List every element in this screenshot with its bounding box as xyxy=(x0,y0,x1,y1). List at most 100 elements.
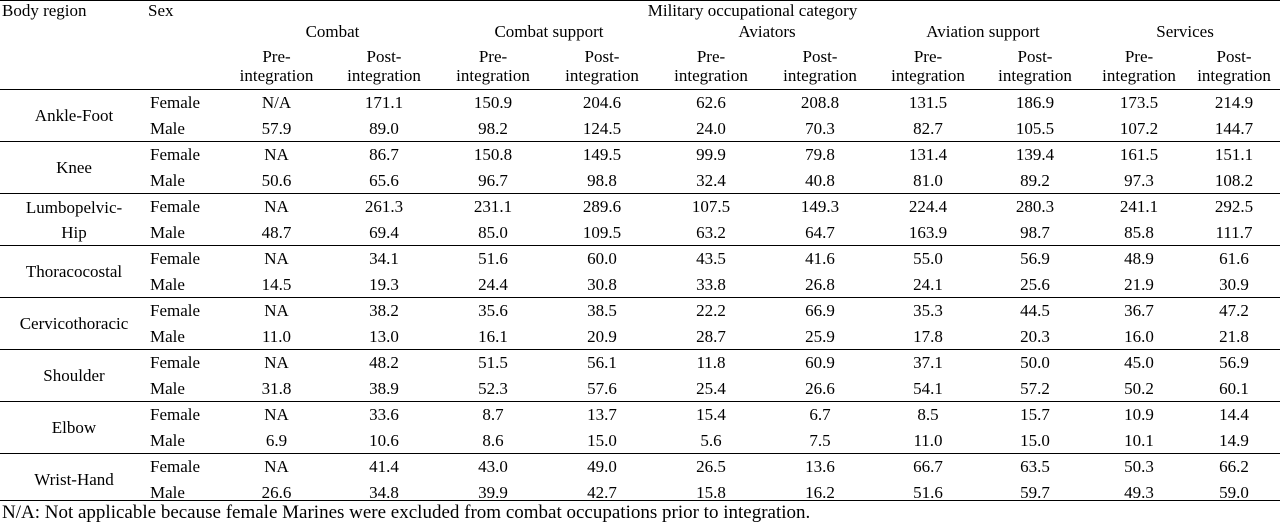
value-cell: 139.4 xyxy=(980,141,1090,168)
category-header: Military occupational category xyxy=(225,0,1280,25)
group-header: Aviators xyxy=(738,22,796,41)
value-cell: 48.7 xyxy=(261,222,292,242)
value-cell: 131.5 xyxy=(908,93,948,112)
table-row: Male 31.8 38.9 52.3 57.6 25.4 26.6 54.1 57.2 50.2… xyxy=(0,376,1280,402)
value-cell: 11.0 xyxy=(261,326,292,346)
value-cell: 109.5 xyxy=(582,222,622,242)
value-cell: 57.6 xyxy=(587,378,617,398)
value-cell: 5.6 xyxy=(700,430,722,450)
sex-cell: Female xyxy=(148,141,225,168)
value-cell: 150.8 xyxy=(440,141,546,168)
header-text: integration xyxy=(1102,66,1176,85)
value-cell: 47.2 xyxy=(1188,297,1280,324)
sex-cell: Female xyxy=(148,453,225,480)
value-cell: 40.8 xyxy=(805,170,835,190)
value-cell: 89.2 xyxy=(1020,170,1050,190)
value-cell: 107.2 xyxy=(1119,118,1159,138)
value-cell: 241.1 xyxy=(1090,193,1188,220)
value-cell: 35.6 xyxy=(440,297,546,324)
value-cell: 89.0 xyxy=(369,118,399,138)
header-text: integration xyxy=(1197,66,1271,85)
table-row: Male 14.5 19.3 24.4 30.8 33.8 26.8 24.1 25.6 21.9… xyxy=(0,272,1280,298)
value-cell: 124.5 xyxy=(582,118,622,138)
sex-cell: Male xyxy=(150,170,185,190)
value-cell: 15.8 xyxy=(696,482,726,502)
value-cell: 43.5 xyxy=(658,245,764,272)
value-cell: 56.1 xyxy=(546,349,658,376)
value-cell: 56.9 xyxy=(1188,349,1280,376)
value-cell: NA xyxy=(225,141,328,168)
value-cell: 15.7 xyxy=(980,401,1090,428)
value-cell: 39.9 xyxy=(478,482,508,502)
table-row: Lumbopelvic-Hip Female NA 261.3 231.1 289.6 10… xyxy=(0,193,1280,246)
value-cell: 107.5 xyxy=(658,193,764,220)
value-cell: 98.2 xyxy=(478,118,508,138)
value-cell: 96.7 xyxy=(478,170,508,190)
value-cell: 50.6 xyxy=(261,170,292,190)
value-cell: 208.8 xyxy=(800,93,840,112)
sex-cell: Male xyxy=(150,430,185,450)
value-cell: 41.4 xyxy=(328,453,440,480)
value-cell: 30.8 xyxy=(587,274,617,294)
value-cell: 25.4 xyxy=(696,378,726,398)
value-cell: 62.6 xyxy=(696,93,726,112)
value-cell: 14.5 xyxy=(261,274,292,294)
table-row: Male 26.6 34.8 39.9 42.7 15.8 16.2 51.6 59.7 49.3… xyxy=(0,480,1280,506)
value-cell: 24.0 xyxy=(696,118,726,138)
value-cell: 20.9 xyxy=(587,326,617,346)
value-cell: 31.8 xyxy=(261,378,292,398)
value-cell: 261.3 xyxy=(328,193,440,220)
value-cell: 42.7 xyxy=(587,482,617,502)
spacer xyxy=(148,47,225,90)
value-cell: 85.0 xyxy=(478,222,508,242)
value-cell: 231.1 xyxy=(440,193,546,220)
body-region-cell: Elbow xyxy=(0,401,148,454)
value-cell: 15.4 xyxy=(658,401,764,428)
sex-cell: Male xyxy=(150,118,185,138)
value-cell: 59.0 xyxy=(1219,482,1249,502)
header-text: integration xyxy=(998,66,1072,85)
table-row: Male 11.0 13.0 16.1 20.9 28.7 25.9 17.8 20.3 16.0… xyxy=(0,324,1280,350)
value-cell: 6.7 xyxy=(764,401,876,428)
table-row: Male 50.6 65.6 96.7 98.8 32.4 40.8 81.0 89.2 97.3… xyxy=(0,168,1280,194)
value-cell: N/A xyxy=(261,93,292,112)
value-cell: 35.3 xyxy=(876,297,980,324)
sex-cell: Female xyxy=(148,297,225,324)
value-cell: NA xyxy=(225,349,328,376)
body-region-cell: Thoracocostal xyxy=(0,245,148,298)
group-header: Combat support xyxy=(494,22,604,41)
value-cell: 59.7 xyxy=(1020,482,1050,502)
value-cell: 25.9 xyxy=(805,326,835,346)
sex-cell: Male xyxy=(150,222,185,242)
value-cell: 10.6 xyxy=(369,430,399,450)
value-cell: 81.0 xyxy=(913,170,943,190)
value-cell: 66.2 xyxy=(1188,453,1280,480)
header-text: Pre- xyxy=(696,47,726,66)
table-row: Knee Female NA 86.7 150.8 149.5 99.9 79.8 131.4 1… xyxy=(0,141,1280,194)
value-cell: 108.2 xyxy=(1214,170,1254,190)
header-text: Pre- xyxy=(262,47,291,66)
value-cell: NA xyxy=(225,401,328,428)
value-cell: 50.0 xyxy=(980,349,1090,376)
header-text: integration xyxy=(783,66,857,85)
value-cell: 16.2 xyxy=(805,482,835,502)
value-cell: 57.2 xyxy=(1020,378,1050,398)
value-cell: 66.7 xyxy=(876,453,980,480)
value-cell: 33.8 xyxy=(696,274,726,294)
table-row: Ankle-Foot Female N/A 171.1 150.9 204.6 62.6 20… xyxy=(0,90,1280,125)
value-cell: 45.0 xyxy=(1090,349,1188,376)
value-cell: 48.2 xyxy=(328,349,440,376)
value-cell: 49.3 xyxy=(1124,482,1154,502)
header-text: integration xyxy=(347,66,421,85)
value-cell: 14.9 xyxy=(1219,430,1249,450)
value-cell: 38.9 xyxy=(369,378,399,398)
post-integration-header: Post-integration xyxy=(980,47,1090,90)
value-cell: 7.5 xyxy=(809,430,831,450)
header-text: Post- xyxy=(802,47,838,66)
post-integration-header: Post-integration xyxy=(764,47,876,90)
value-cell: 41.6 xyxy=(764,245,876,272)
value-cell: 51.5 xyxy=(440,349,546,376)
header-text: integration xyxy=(239,66,314,85)
value-cell: 86.7 xyxy=(328,141,440,168)
header-text: integration xyxy=(674,66,748,85)
